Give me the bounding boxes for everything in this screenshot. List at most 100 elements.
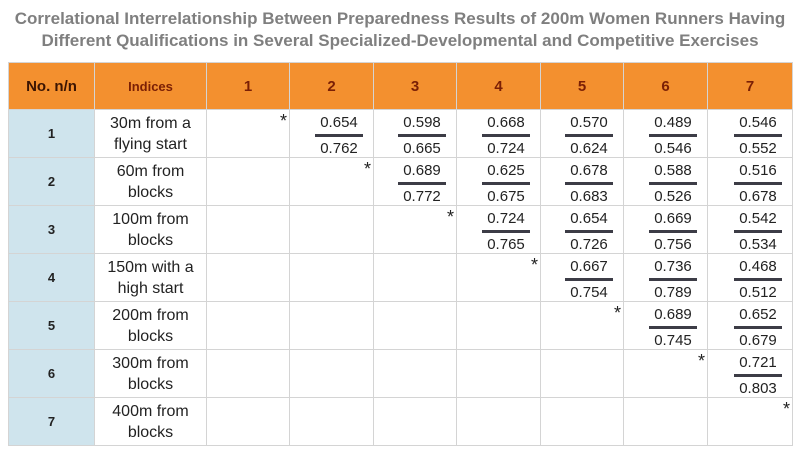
correlation-value-bottom: 0.512 [739,284,777,301]
header-col-5: 5 [540,62,624,110]
correlation-cell: 0.736 0.789 [623,253,708,303]
empty-cell [289,301,374,350]
correlation-value-bottom: 0.754 [570,284,608,301]
correlation-value-top: 0.654 [565,209,613,233]
diagonal-asterisk: * [279,111,287,131]
header-col-3: 3 [373,62,457,110]
exercise-name: 60m from blocks [94,157,207,206]
correlation-cell: 0.652 0.679 [707,301,793,351]
correlation-value-top: 0.652 [734,305,782,329]
diagonal-cell: * [373,205,457,254]
header-col-6: 6 [623,62,708,110]
diagonal-asterisk: * [782,399,790,419]
diagonal-cell: * [623,349,708,398]
header-row: No. n/n Indices 1 2 3 4 5 6 7 [8,62,793,110]
correlation-value-top: 0.668 [482,113,530,137]
correlation-value-bottom: 0.789 [654,284,692,301]
correlation-pair: 0.625 0.675 [482,161,530,207]
empty-cell [289,397,374,446]
correlation-cell: 0.667 0.754 [540,253,624,302]
diagonal-asterisk: * [446,207,454,227]
correlation-pair: 0.516 0.678 [734,161,782,207]
correlation-pair: 0.724 0.765 [482,209,530,255]
header-indices: Indices [94,62,207,110]
empty-cell [373,349,457,398]
empty-cell [206,349,290,398]
correlation-value-bottom: 0.724 [487,140,525,157]
correlation-cell: 0.724 0.765 [456,205,541,255]
empty-cell [540,397,624,446]
empty-cell [289,253,374,302]
correlation-cell: 0.625 0.675 [456,157,541,207]
correlation-cell: 0.546 0.552 [707,109,793,158]
correlation-pair: 0.588 0.526 [649,161,697,207]
header-col-7: 7 [707,62,793,110]
empty-cell [289,205,374,254]
empty-cell [623,397,708,446]
correlation-cell: 0.588 0.526 [623,157,708,207]
correlation-value-bottom: 0.678 [739,188,777,205]
correlation-value-top: 0.724 [482,209,530,233]
correlation-value-bottom: 0.624 [570,140,608,157]
correlation-pair: 0.542 0.534 [734,209,782,255]
table-body: 1 30m from a flying start * 0.654 0.762 0.598… [8,109,793,446]
correlation-value-bottom: 0.679 [739,332,777,349]
diagonal-cell: * [206,109,290,158]
title-line-1: Correlational Interrelationship Between … [14,9,786,28]
correlation-value-bottom: 0.803 [739,380,777,397]
empty-cell [206,205,290,254]
correlation-value-bottom: 0.745 [654,332,692,349]
correlation-cell: 0.678 0.683 [540,157,624,207]
correlation-pair: 0.689 0.745 [649,305,697,351]
row-number: 6 [8,349,95,398]
correlation-pair: 0.736 0.789 [649,257,697,303]
correlation-value-top: 0.689 [398,161,446,185]
empty-cell [289,349,374,398]
correlation-table: No. n/n Indices 1 2 3 4 5 6 7 1 30m from … [8,62,793,446]
table-row: 1 30m from a flying start * 0.654 0.762 0.598… [8,109,793,159]
correlation-value-bottom: 0.675 [487,188,525,205]
correlation-value-bottom: 0.772 [403,188,441,205]
correlation-value-bottom: 0.665 [403,140,441,157]
correlation-cell: 0.489 0.546 [623,109,708,158]
exercise-name: 30m from a flying start [94,109,207,158]
diagonal-cell: * [456,253,541,302]
page-title: Correlational Interrelationship Between … [0,8,800,52]
correlation-cell: 0.668 0.724 [456,109,541,159]
row-number: 7 [8,397,95,446]
empty-cell [373,301,457,350]
diagonal-asterisk: * [530,255,538,275]
correlation-value-top: 0.625 [482,161,530,185]
correlation-pair: 0.468 0.512 [734,257,782,303]
correlation-value-bottom: 0.726 [570,236,608,253]
correlation-value-top: 0.546 [734,113,782,137]
correlation-cell: 0.570 0.624 [540,109,624,158]
correlation-value-top: 0.678 [565,161,613,185]
correlation-cell: 0.669 0.756 [623,205,708,255]
correlation-pair: 0.668 0.724 [482,113,530,159]
title-line-2: Different Qualifications in Several Spec… [41,31,759,50]
correlation-pair: 0.652 0.679 [734,305,782,351]
correlation-pair: 0.654 0.762 [315,113,363,159]
correlation-pair: 0.678 0.683 [565,161,613,207]
correlation-cell: 0.516 0.678 [707,157,793,207]
correlation-value-top: 0.489 [649,113,697,137]
correlation-cell: 0.468 0.512 [707,253,793,303]
diagonal-cell: * [289,157,374,206]
correlation-value-top: 0.542 [734,209,782,233]
row-number: 4 [8,253,95,302]
correlation-value-top: 0.689 [649,305,697,329]
diagonal-asterisk: * [613,303,621,323]
empty-cell [206,157,290,206]
table-row: 5 200m from blocks * 0.689 0.745 0.652 0.679 [8,301,793,351]
correlation-cell: 0.689 0.772 [373,157,457,206]
row-number: 3 [8,205,95,254]
empty-cell [456,349,541,398]
correlation-pair: 0.669 0.756 [649,209,697,255]
correlation-value-top: 0.588 [649,161,697,185]
correlation-value-top: 0.721 [734,353,782,377]
correlation-value-bottom: 0.762 [320,140,358,157]
exercise-name: 300m from blocks [94,349,207,398]
header-col-2: 2 [289,62,374,110]
empty-cell [373,253,457,302]
